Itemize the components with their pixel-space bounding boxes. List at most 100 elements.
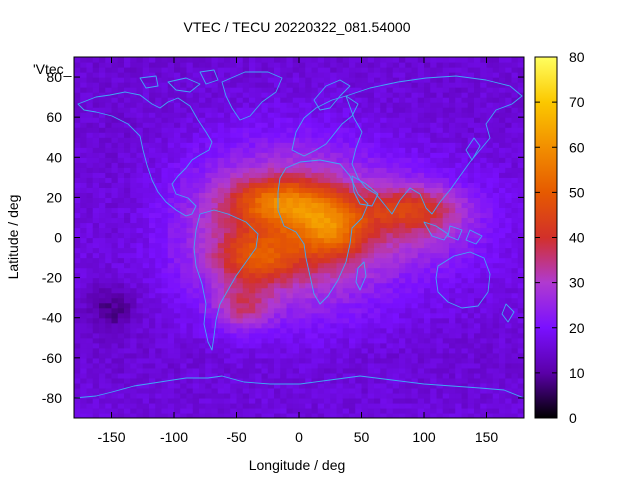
heatmap-cell xyxy=(161,267,169,274)
heatmap-cell xyxy=(442,242,450,249)
heatmap-cell xyxy=(74,57,81,63)
heatmap-cell xyxy=(199,232,206,239)
heatmap-cell xyxy=(161,72,169,78)
heatmap-cell xyxy=(492,207,500,214)
heatmap-cell xyxy=(74,127,81,133)
heatmap-cell xyxy=(411,217,419,224)
heatmap-cell xyxy=(242,57,250,63)
heatmap-cell xyxy=(199,392,206,399)
heatmap-cell xyxy=(361,132,369,138)
heatmap-cell xyxy=(330,212,338,219)
heatmap-cell xyxy=(486,97,494,103)
heatmap-cell xyxy=(255,272,263,279)
heatmap-cell xyxy=(311,202,319,209)
heatmap-cell xyxy=(411,67,419,73)
heatmap-cell xyxy=(342,127,350,133)
heatmap-cell xyxy=(74,217,81,224)
heatmap-cell xyxy=(449,132,456,138)
heatmap-cell xyxy=(92,197,100,203)
heatmap-cell xyxy=(436,312,444,319)
heatmap-cell xyxy=(411,402,419,409)
heatmap-cell xyxy=(342,337,350,344)
heatmap-cell xyxy=(424,387,431,394)
heatmap-cell xyxy=(199,177,206,183)
heatmap-cell xyxy=(117,387,125,394)
heatmap-cell xyxy=(499,377,506,384)
heatmap-cell xyxy=(330,272,338,279)
heatmap-cell xyxy=(342,157,350,163)
heatmap-cell xyxy=(255,62,263,68)
heatmap-cell xyxy=(392,207,400,214)
heatmap-cell xyxy=(224,62,231,68)
heatmap-cell xyxy=(249,257,256,264)
heatmap-cell xyxy=(361,142,369,148)
heatmap-cell xyxy=(499,92,506,98)
heatmap-cell xyxy=(342,117,350,123)
heatmap-cell xyxy=(261,297,269,304)
heatmap-cell xyxy=(130,77,138,83)
heatmap-cell xyxy=(274,122,281,128)
heatmap-cell xyxy=(130,337,138,344)
heatmap-cell xyxy=(186,242,194,249)
heatmap-cell xyxy=(417,142,425,148)
heatmap-cell xyxy=(155,132,163,138)
heatmap-cell xyxy=(411,317,419,324)
heatmap-cell xyxy=(324,397,331,404)
heatmap-cell xyxy=(267,227,275,234)
heatmap-cell xyxy=(117,117,125,123)
heatmap-cell xyxy=(380,367,388,374)
heatmap-cell xyxy=(361,307,369,314)
heatmap-cell xyxy=(442,397,450,404)
heatmap-cell xyxy=(217,87,225,93)
heatmap-cell xyxy=(449,232,456,239)
heatmap-cell xyxy=(349,252,356,259)
heatmap-cell xyxy=(267,182,275,188)
heatmap-cell xyxy=(424,327,431,334)
heatmap-cell xyxy=(417,262,425,269)
heatmap-cell xyxy=(111,377,119,384)
heatmap-cell xyxy=(355,367,363,374)
heatmap-cell xyxy=(242,82,250,88)
heatmap-cell xyxy=(299,312,306,319)
heatmap-cell xyxy=(449,172,456,178)
heatmap-cell xyxy=(336,337,344,344)
heatmap-cell xyxy=(192,347,200,354)
heatmap-cell xyxy=(380,152,388,158)
heatmap-cell xyxy=(480,382,488,389)
heatmap-cell xyxy=(455,307,463,314)
heatmap-cell xyxy=(155,287,163,294)
heatmap-cell xyxy=(311,377,319,384)
heatmap-cell xyxy=(399,237,406,244)
heatmap-cell xyxy=(299,357,306,364)
heatmap-cell xyxy=(199,367,206,374)
heatmap-cell xyxy=(386,122,394,128)
heatmap-cell xyxy=(192,212,200,219)
heatmap-cell xyxy=(130,192,138,198)
heatmap-cell xyxy=(149,357,156,364)
heatmap-cell xyxy=(430,87,438,93)
heatmap-cell xyxy=(99,332,106,339)
heatmap-cell xyxy=(505,407,513,414)
heatmap-cell xyxy=(311,282,319,289)
heatmap-cell xyxy=(105,317,113,324)
heatmap-cell xyxy=(336,187,344,193)
heatmap-cell xyxy=(174,377,181,384)
heatmap-cell xyxy=(324,367,331,374)
heatmap-cell xyxy=(161,377,169,384)
heatmap-cell xyxy=(405,352,413,359)
heatmap-cell xyxy=(286,307,294,314)
heatmap-cell xyxy=(274,72,281,78)
heatmap-cell xyxy=(374,82,381,88)
heatmap-cell xyxy=(199,77,206,83)
heatmap-cell xyxy=(399,162,406,168)
heatmap-cell xyxy=(411,357,419,364)
heatmap-cell xyxy=(99,202,106,209)
heatmap-cell xyxy=(174,157,181,163)
heatmap-cell xyxy=(417,292,425,299)
heatmap-cell xyxy=(80,397,88,404)
heatmap-cell xyxy=(361,277,369,284)
heatmap-cell xyxy=(311,192,319,198)
heatmap-cell xyxy=(236,337,244,344)
heatmap-cell xyxy=(242,112,250,118)
heatmap-cell xyxy=(305,62,313,68)
